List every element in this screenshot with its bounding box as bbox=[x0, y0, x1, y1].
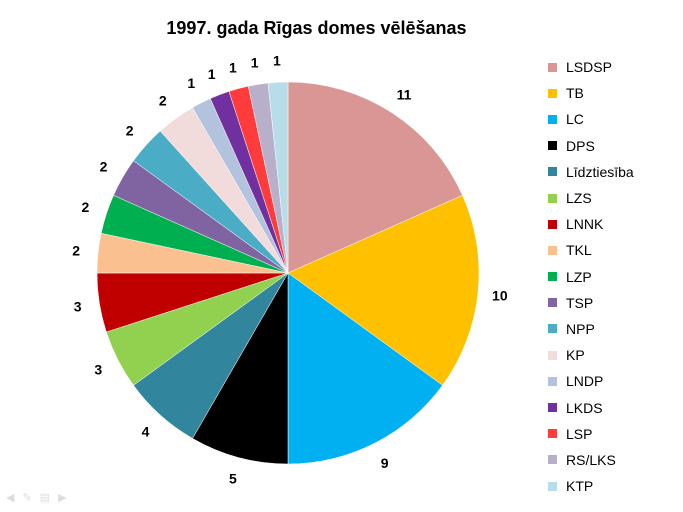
legend-label: KP bbox=[566, 347, 585, 364]
legend-item: Līdztiesība bbox=[548, 159, 634, 185]
data-label: 1 bbox=[229, 59, 237, 75]
legend: LSDSP TB LC DPS Līdztiesība LZS LNNK TKL LZP TSP N… bbox=[548, 54, 634, 499]
data-label: 11 bbox=[397, 86, 412, 102]
data-label: 1 bbox=[251, 55, 259, 71]
legend-swatch bbox=[548, 350, 557, 360]
data-label: 5 bbox=[229, 471, 237, 487]
legend-item: LKDS bbox=[548, 394, 634, 420]
legend-item: TB bbox=[548, 80, 634, 106]
legend-label: LZP bbox=[566, 268, 592, 285]
legend-label: LZS bbox=[566, 190, 592, 207]
legend-label: LC bbox=[566, 111, 584, 128]
legend-swatch bbox=[548, 245, 557, 255]
pie-slice-tb bbox=[287, 194, 480, 386]
legend-label: DPS bbox=[566, 137, 595, 154]
legend-swatch bbox=[548, 403, 557, 413]
legend-swatch bbox=[548, 193, 557, 203]
legend-label: KTP bbox=[566, 478, 594, 495]
pie-slice-lsdsp bbox=[287, 81, 463, 274]
legend-swatch bbox=[548, 298, 557, 308]
legend-swatch bbox=[548, 219, 557, 229]
chart-title: 1997. gada Rīgas domes vēlēšanas bbox=[166, 18, 467, 38]
legend-swatch bbox=[548, 272, 557, 282]
prev-icon[interactable]: ◀ bbox=[6, 492, 23, 504]
legend-item: TSP bbox=[548, 290, 634, 316]
legend-item: LNDP bbox=[548, 368, 634, 394]
legend-label: NPP bbox=[566, 320, 595, 337]
legend-item: NPP bbox=[548, 316, 634, 342]
legend-item: DPS bbox=[548, 133, 634, 159]
legend-swatch bbox=[548, 167, 557, 177]
pie-slice-dps bbox=[192, 272, 289, 465]
data-label: 2 bbox=[82, 199, 90, 215]
legend-label: LKDS bbox=[566, 399, 603, 416]
data-label: 2 bbox=[126, 122, 134, 138]
next-icon[interactable]: ▶ bbox=[58, 492, 75, 504]
data-label: 2 bbox=[159, 93, 167, 109]
legend-item: KP bbox=[548, 342, 634, 368]
legend-swatch bbox=[548, 324, 557, 334]
data-label: 10 bbox=[492, 287, 508, 303]
data-label: 1 bbox=[208, 66, 216, 82]
data-label: 1 bbox=[273, 52, 281, 68]
legend-item: LSP bbox=[548, 421, 634, 447]
data-label: 3 bbox=[74, 298, 82, 314]
legend-swatch bbox=[548, 376, 557, 386]
legend-label: RS/LKS bbox=[566, 451, 616, 468]
pie-slice-ktp bbox=[267, 81, 289, 274]
legend-label: LNDP bbox=[566, 373, 604, 390]
legend-item: LC bbox=[548, 106, 634, 132]
legend-swatch bbox=[548, 429, 557, 439]
pen-icon[interactable]: ✎ bbox=[22, 492, 40, 504]
legend-swatch bbox=[548, 455, 557, 465]
data-label: 9 bbox=[381, 455, 389, 471]
legend-label: Līdztiesība bbox=[566, 163, 634, 180]
legend-label: TB bbox=[566, 85, 584, 102]
legend-swatch bbox=[548, 141, 557, 151]
data-label: 3 bbox=[94, 362, 102, 378]
legend-swatch bbox=[548, 88, 557, 98]
legend-item: LSDSP bbox=[548, 54, 634, 80]
legend-item: TKL bbox=[548, 237, 634, 263]
data-label: 2 bbox=[100, 159, 108, 175]
legend-item: LZS bbox=[548, 185, 634, 211]
data-label: 1 bbox=[187, 75, 195, 91]
pie-slice-lc bbox=[287, 272, 443, 465]
legend-swatch bbox=[548, 62, 557, 72]
legend-label: LSDSP bbox=[566, 59, 612, 76]
legend-swatch bbox=[548, 481, 557, 491]
legend-item: KTP bbox=[548, 473, 634, 499]
menu-icon[interactable]: ▤ bbox=[39, 492, 59, 504]
legend-label: LNNK bbox=[566, 216, 604, 233]
legend-swatch bbox=[548, 114, 557, 124]
legend-label: TSP bbox=[566, 294, 594, 311]
legend-label: LSP bbox=[566, 425, 593, 442]
slideshow-nav[interactable]: ◀✎▤▶ bbox=[6, 491, 75, 504]
data-label: 4 bbox=[142, 423, 150, 439]
legend-item: RS/LKS bbox=[548, 447, 634, 473]
legend-item: LZP bbox=[548, 264, 634, 290]
legend-item: LNNK bbox=[548, 211, 634, 237]
legend-label: TKL bbox=[566, 242, 592, 259]
data-label: 2 bbox=[72, 243, 80, 259]
